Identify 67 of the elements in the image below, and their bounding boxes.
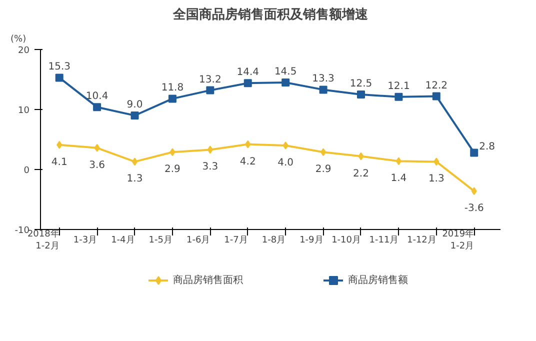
y-tick-label: 0 <box>24 166 30 176</box>
x-tick-label: 1-10月 <box>332 236 362 246</box>
x-tick-label: 1-6月 <box>186 236 210 246</box>
data-label: 14.5 <box>274 66 297 78</box>
legend-label: 商品房销售面积 <box>173 274 243 287</box>
chart-title: 全国商品房销售面积及销售额增速 <box>172 6 369 22</box>
point <box>207 146 214 154</box>
x-tick-label: 1-9月 <box>300 236 324 246</box>
data-label: 13.2 <box>199 74 222 86</box>
point <box>396 157 402 166</box>
data-label: 1.3 <box>126 174 143 185</box>
x-tick-label: 1-5月 <box>148 236 172 246</box>
data-label: 10.4 <box>86 91 108 102</box>
data-label: 2.8 <box>479 142 496 153</box>
data-label: 1.3 <box>428 174 444 185</box>
point <box>244 79 252 88</box>
point <box>358 152 364 160</box>
data-label: 12.5 <box>350 78 372 90</box>
data-label: 14.4 <box>236 67 260 78</box>
data-label: 2.9 <box>164 164 180 176</box>
point <box>470 148 478 157</box>
point <box>432 92 440 100</box>
data-label: 9.0 <box>126 100 143 110</box>
y-tick-label: 20 <box>18 46 30 56</box>
x-tick-label: 2019年 1-2月 <box>442 228 474 252</box>
point <box>132 158 138 166</box>
data-label: 12.1 <box>388 80 410 92</box>
point <box>394 92 403 101</box>
x-tick-label: 1-7月 <box>224 236 248 246</box>
x-tick-label: 2018年 1-2月 <box>27 228 60 252</box>
data-label: 15.3 <box>48 62 70 73</box>
point <box>471 187 477 196</box>
point <box>282 142 288 150</box>
x-tick-label: 1-3月 <box>73 236 98 246</box>
data-label: 11.8 <box>161 82 184 94</box>
data-label: 3.3 <box>202 162 218 173</box>
x-tick-label: 1-12月 <box>406 236 436 246</box>
data-label: 4.1 <box>51 156 68 168</box>
point <box>94 144 100 152</box>
data-label: 4.0 <box>278 158 294 168</box>
data-label: 4.2 <box>240 156 256 168</box>
point <box>130 112 139 120</box>
point <box>93 103 102 112</box>
x-tick-label: 1-4月 <box>111 236 135 246</box>
data-label: 1.4 <box>390 173 407 184</box>
data-label: 13.3 <box>312 74 334 85</box>
point <box>168 94 176 103</box>
data-label: -3.6 <box>464 203 484 214</box>
point <box>245 140 251 148</box>
x-tick-label: 1-11月 <box>369 236 399 246</box>
y-tick-label: 10 <box>18 106 30 116</box>
legend-label: 商品房销售额 <box>348 274 408 287</box>
point <box>55 74 64 82</box>
data-label: 3.6 <box>89 160 106 171</box>
point <box>206 86 214 94</box>
y-axis-title: (%) <box>10 34 26 44</box>
data-label: 2.2 <box>353 168 369 180</box>
point <box>56 140 62 149</box>
data-label: 12.2 <box>425 80 448 92</box>
point <box>434 158 440 166</box>
point <box>356 90 365 98</box>
x-tick-label: 1-8月 <box>262 236 286 246</box>
point <box>282 78 290 86</box>
data-label: 2.9 <box>315 164 332 176</box>
point <box>319 86 328 94</box>
point <box>170 148 176 156</box>
point <box>320 148 326 156</box>
